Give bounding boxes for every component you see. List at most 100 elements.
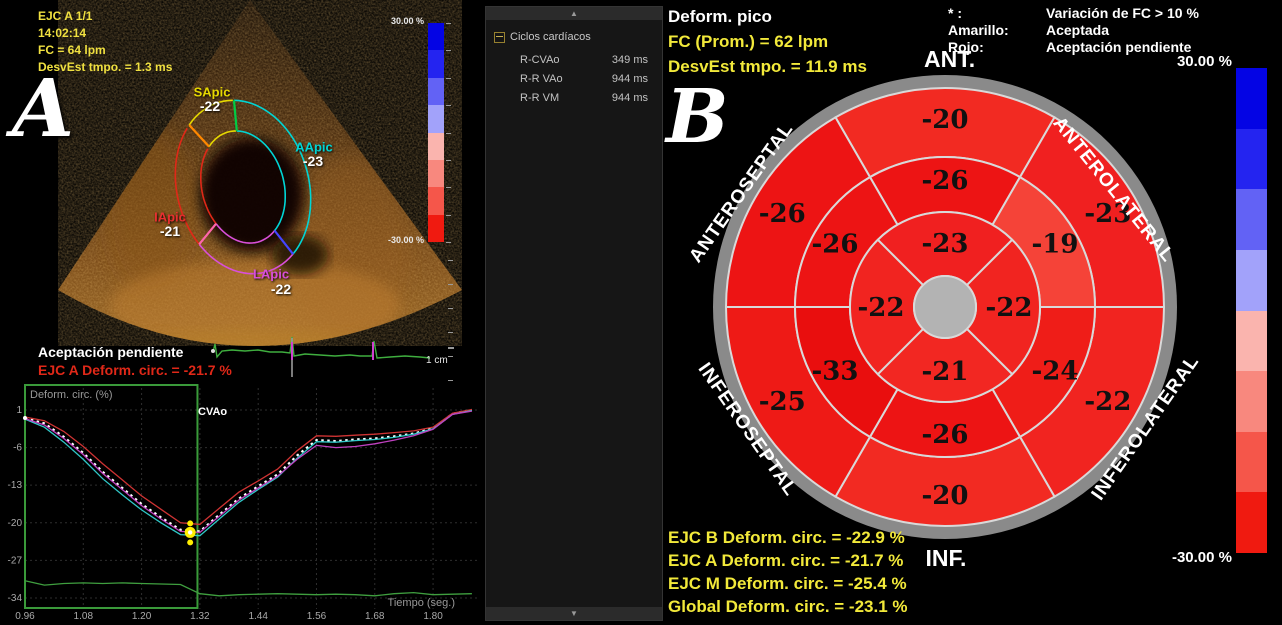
- cycles-panel: ▲ Ciclos cardíacos R-CVAo 349 ms R-R VAo…: [485, 6, 663, 621]
- strain-chart: 1 -6 -13 -20 -27 -34 0.96 1.08 1.20 1.32 1.44 1.56 1…: [8, 384, 478, 622]
- bullseye-value: -23: [922, 229, 969, 259]
- colorbar-segment: [428, 105, 444, 133]
- y-tick-label: -27: [8, 555, 23, 566]
- bullseye-plot: -20-23-22-20-25-26-26-19-24-26-33-26 -23-…: [713, 75, 1177, 539]
- curve-ecg: [24, 580, 472, 597]
- colorbar-segment: [1236, 371, 1267, 432]
- colorbar-tick: [446, 215, 451, 216]
- colorbar-segment: [428, 50, 444, 78]
- ruler-tick: [448, 356, 453, 357]
- cycle-value: 944 ms: [611, 73, 648, 85]
- segment-ring-overlay: [174, 99, 312, 275]
- colorbar-segment: [1236, 128, 1267, 190]
- global-result: Global Deform. circ. = -23.1 %: [668, 597, 908, 616]
- cycle-value: 349 ms: [611, 54, 648, 66]
- x-tick-label: 0.96: [15, 611, 35, 622]
- colorbar-tick: [446, 78, 451, 79]
- cycle-value: 944 ms: [611, 92, 648, 104]
- cycle-label: R-CVAo: [520, 54, 560, 66]
- bullseye-value: -24: [1031, 357, 1078, 387]
- scroll-down-arrow[interactable]: ▼: [486, 607, 662, 620]
- bullseye-value: -20: [922, 105, 969, 135]
- x-tick-label: 1.32: [190, 611, 210, 622]
- colorbar-tick: [446, 242, 451, 243]
- time-deviation: DesvEst tmpo. = 1.3 ms: [38, 60, 173, 74]
- curve-iapic: [24, 408, 473, 526]
- legend-value: Variación de FC > 10 %: [1046, 5, 1199, 21]
- colorbar-segment: [1236, 431, 1267, 493]
- ruler-tick: [448, 284, 453, 285]
- ejc-a-strain-value: EJC A Deform. circ. = -21.7 %: [38, 362, 232, 378]
- cycle-row[interactable]: R-R VAo 944 ms: [520, 73, 648, 85]
- colorbar-a-min: -30.00 %: [387, 235, 424, 245]
- exam-time: 14:02:14: [38, 26, 87, 40]
- collapse-icon[interactable]: [494, 31, 505, 43]
- curve-aapic: [24, 409, 473, 537]
- tree-item-label: Ciclos cardíacos: [510, 31, 591, 43]
- ejc-a-result: EJC A Deform. circ. = -21.7 %: [668, 551, 904, 570]
- color-legend: * : Variación de FC > 10 % Amarillo: Acept…: [948, 5, 1199, 56]
- bullseye-value: -25: [759, 387, 806, 417]
- strain-colorbar-a: [428, 23, 444, 242]
- colorbar-b-max: 30.00 %: [1176, 53, 1232, 70]
- bullseye-value: -26: [812, 230, 859, 260]
- inferior-label: INF.: [925, 545, 967, 571]
- analysis-roi[interactable]: [24, 384, 199, 609]
- ejc-b-result: EJC B Deform. circ. = -22.9 %: [668, 528, 905, 547]
- scale-label: 1 cm: [426, 355, 448, 366]
- cycle-label: R-R VM: [520, 92, 560, 104]
- panel-b-letter: B: [666, 74, 729, 160]
- panel-a-letter: A: [12, 61, 75, 155]
- x-tick-label: 1.56: [307, 611, 327, 622]
- y-tick-label: -6: [13, 443, 22, 454]
- ejc-m-result: EJC M Deform. circ. = -25.4 %: [668, 574, 907, 593]
- us-segment-value: -23: [302, 153, 324, 169]
- curve-lapic: [24, 410, 473, 534]
- time-deviation-b: DesvEst tmpo. = 11.9 ms: [668, 57, 867, 76]
- colorbar-segment: [1236, 310, 1267, 372]
- cycle-row[interactable]: R-CVAo 349 ms: [520, 54, 648, 66]
- exam-id: EJC A 1/1: [38, 9, 93, 23]
- scroll-up-arrow[interactable]: ▲: [486, 7, 662, 20]
- colorbar-tick: [446, 105, 451, 106]
- avg-heart-rate: FC (Prom.) = 62 lpm: [668, 32, 829, 51]
- bullseye-value: -26: [922, 420, 969, 450]
- bullseye-value: -20: [922, 481, 969, 511]
- bullseye-value: -23: [1084, 199, 1131, 229]
- tree-item-cycles[interactable]: Ciclos cardíacos: [494, 31, 591, 43]
- x-tick-label: 1.68: [365, 611, 385, 622]
- bullseye-value: -33: [812, 357, 859, 387]
- y-tick-label: -20: [8, 518, 23, 529]
- x-tick-label: 1.08: [74, 611, 94, 622]
- chart-y-axis-title: Deform. circ. (%): [30, 389, 113, 401]
- colorbar-segment: [428, 132, 444, 160]
- legend-value: Aceptada: [1046, 22, 1110, 38]
- chart-x-axis-title: Tiempo (seg.): [388, 597, 455, 609]
- y-tick-label: -13: [8, 480, 23, 491]
- legend-key: * :: [948, 5, 962, 21]
- bullseye-center: [913, 275, 977, 339]
- colorbar-segment: [428, 23, 444, 51]
- colorbar-segment: [1236, 189, 1267, 250]
- bullseye-value: -26: [922, 166, 969, 196]
- colorbar-tick: [446, 133, 451, 134]
- legend-key: Rojo:: [948, 39, 984, 55]
- ruler-tick: [448, 380, 453, 381]
- colorbar-a-max: 30.00 %: [390, 16, 424, 26]
- curve-sapic: [24, 408, 473, 533]
- x-tick-label: 1.20: [132, 611, 152, 622]
- cycle-row[interactable]: R-R VM 944 ms: [520, 92, 648, 104]
- colorbar-tick: [446, 187, 451, 188]
- y-tick-label: -34: [8, 593, 23, 604]
- us-segment-name: SApic: [193, 84, 231, 100]
- anterior-label: ANT.: [924, 46, 976, 72]
- cycle-label: R-R VAo: [520, 73, 563, 85]
- ruler-tick: [448, 260, 453, 261]
- panel-b: -20 -23 -22 -20 -25 -26 -26 -19 -24 -26 -33 -26 -23-…: [662, 0, 1282, 625]
- us-segment-name: LApic: [252, 266, 290, 282]
- colorbar-segment: [1236, 249, 1267, 311]
- heart-rate: FC = 64 lpm: [38, 43, 106, 57]
- colorbar-tick: [446, 23, 451, 24]
- colorbar-segment: [428, 159, 444, 188]
- y-tick-label: 1: [16, 405, 22, 416]
